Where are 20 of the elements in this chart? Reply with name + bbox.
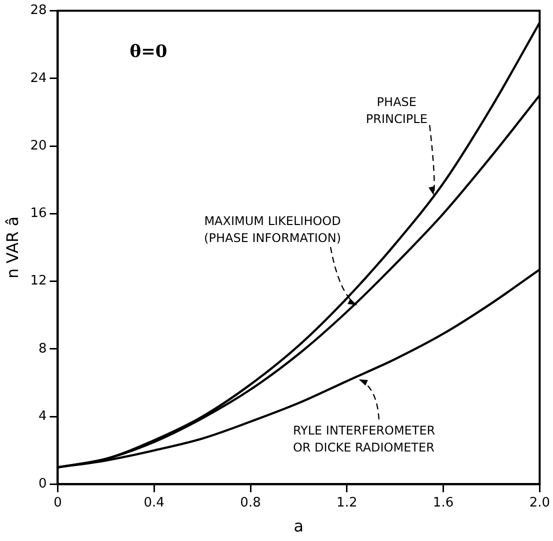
annotation: RYLE INTERFEROMETER OR DICKE RADIOMETER [292,424,436,454]
y-axis-title: n VAR â [2,216,22,279]
annotation: MAXIMUM LIKELIHOOD (PHASE INFORMATION) [204,214,342,246]
y-tick-label: 12 [30,274,47,289]
y-tick-label: 20 [30,138,47,154]
annotation: θ=0 [130,42,168,62]
x-tick-label: 2.0 [529,495,550,510]
y-tick-label: 0 [38,476,47,492]
y-tick-label: 8 [38,341,47,356]
x-tick-label: 1.6 [432,495,454,510]
annotation: PHASE PRINCIPLE [366,95,428,126]
y-tick-label: 16 [30,206,47,222]
y-tick-label: 28 [30,3,47,18]
x-tick-label: 0.4 [144,495,164,510]
x-tick-label: 0.8 [240,495,261,510]
y-tick-label: 4 [38,408,47,424]
x-tick-label: 1.2 [336,495,358,510]
x-tick-label: 0 [54,495,62,510]
x-axis-title: a [294,516,304,536]
y-tick-label: 24 [30,70,47,86]
